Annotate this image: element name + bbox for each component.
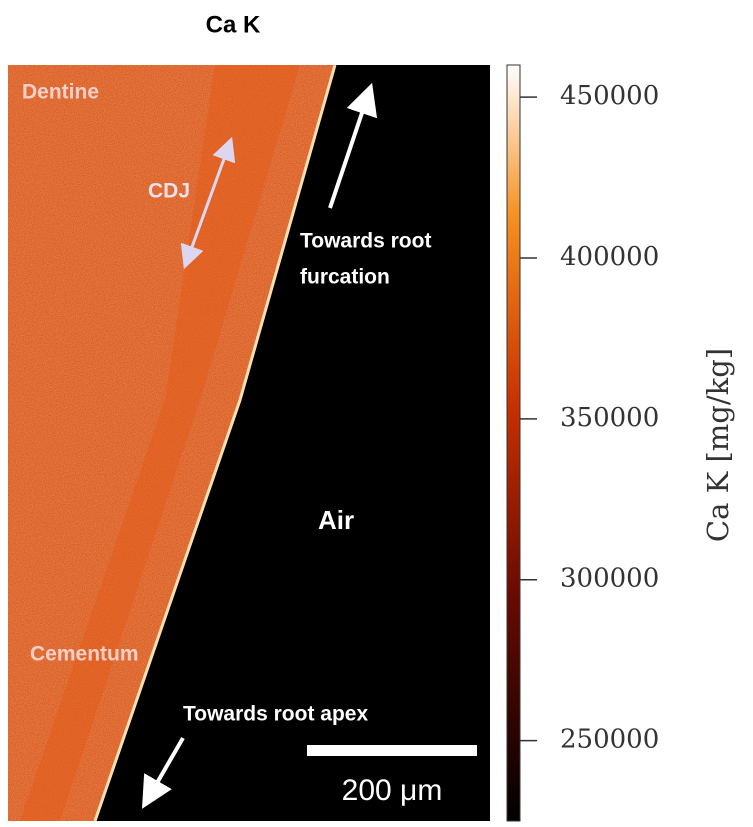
title: Ca K [206, 11, 261, 38]
scale-bar-label: 200 μm [342, 774, 443, 807]
label: Towards root apex [183, 703, 368, 726]
tick-label: 350000 [560, 403, 659, 433]
tick-label: 250000 [560, 725, 659, 755]
label: Air [318, 505, 354, 535]
edge [93, 64, 337, 822]
label: furcation [300, 266, 390, 289]
label: CDJ [148, 180, 190, 203]
arrow [141, 736, 185, 809]
label: Cementum [30, 643, 139, 666]
arrow [180, 136, 236, 270]
scale-bar [307, 745, 477, 756]
arrow [328, 82, 378, 209]
tick-label: 450000 [560, 81, 659, 111]
map-image [8, 64, 490, 822]
tick-label: 400000 [560, 242, 659, 272]
tick-label: 300000 [560, 564, 659, 594]
colorbar [506, 64, 521, 822]
label: Towards root [300, 230, 431, 253]
label: Dentine [22, 81, 99, 104]
colorbar-label: Ca K [mg/kg] [701, 348, 735, 542]
